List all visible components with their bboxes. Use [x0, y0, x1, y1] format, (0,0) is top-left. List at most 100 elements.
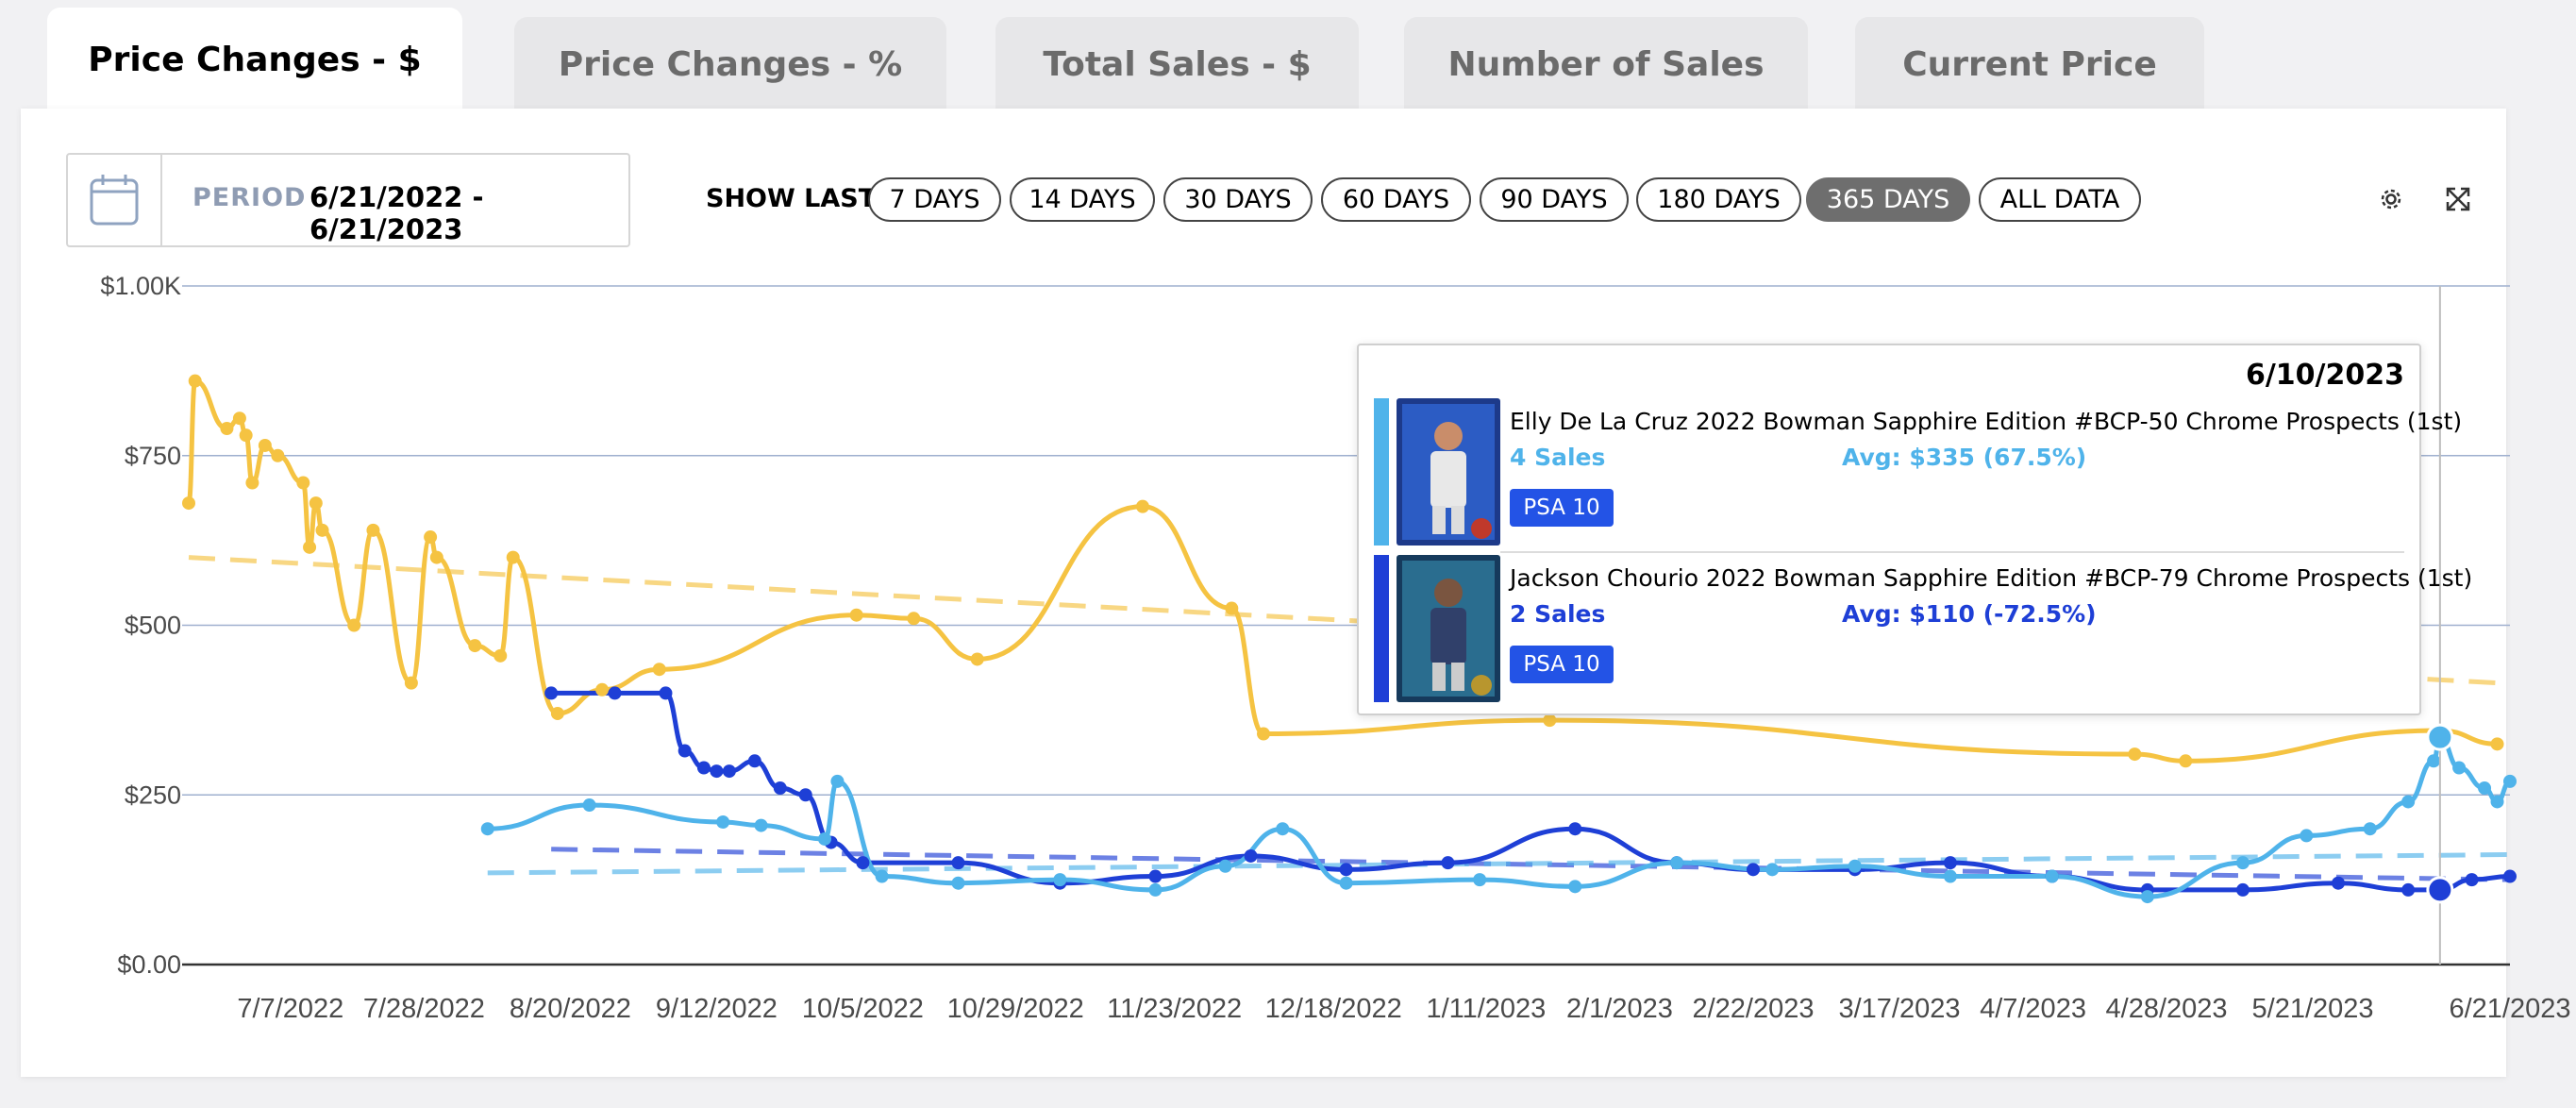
data-point	[907, 612, 921, 626]
data-point	[2490, 737, 2504, 751]
data-point	[1670, 856, 1684, 870]
data-point	[2503, 774, 2517, 788]
x-tick-label: 5/21/2023	[2252, 994, 2374, 1024]
x-tick-label: 10/5/2022	[802, 994, 924, 1024]
data-point	[1339, 863, 1353, 877]
data-point	[1568, 822, 1582, 836]
data-point	[652, 663, 666, 677]
data-point	[2332, 876, 2346, 890]
range-90-days-button[interactable]: 90 DAYS	[1480, 177, 1629, 222]
grade-badge: PSA 10	[1510, 646, 1614, 683]
tab-current-price[interactable]: Current Price	[1855, 17, 2204, 111]
expand-icon[interactable]	[2439, 180, 2477, 218]
period-selector[interactable]: PERIOD 6/21/2022 - 6/21/2023	[66, 153, 630, 247]
data-point	[303, 540, 317, 554]
x-tick-label: 6/21/2023	[2449, 994, 2570, 1024]
card-image	[1397, 555, 1500, 702]
data-point	[1257, 727, 1271, 741]
data-point	[429, 550, 443, 564]
data-point	[722, 764, 736, 779]
data-point	[754, 818, 768, 832]
period-label: PERIOD	[192, 183, 307, 212]
data-point	[2401, 882, 2416, 897]
data-point	[550, 706, 564, 720]
range-30-days-button[interactable]: 30 DAYS	[1163, 177, 1313, 222]
data-point	[544, 686, 559, 700]
data-point	[2235, 882, 2250, 897]
period-value: 6/21/2022 - 6/21/2023	[309, 181, 484, 245]
data-point	[315, 523, 329, 537]
range-365-days-button[interactable]: 365 DAYS	[1806, 177, 1970, 222]
data-point	[830, 774, 845, 788]
tab-number-of-sales[interactable]: Number of Sales	[1404, 17, 1808, 111]
x-tick-label: 3/17/2023	[1838, 994, 1960, 1024]
tab-bar: Price Changes - $ Price Changes - % Tota…	[0, 0, 2576, 111]
hover-tooltip: 6/10/2023 Elly De La Cruz 2022 Bowman Sa…	[1357, 344, 2472, 715]
range-14-days-button[interactable]: 14 DAYS	[1010, 177, 1155, 222]
tooltip-date: 6/10/2023	[2245, 359, 2404, 392]
data-point	[424, 530, 438, 545]
range-180-days-button[interactable]: 180 DAYS	[1636, 177, 1801, 222]
data-point	[1848, 859, 1862, 873]
data-point	[480, 822, 494, 836]
data-point	[2363, 822, 2377, 836]
average-price: Avg: $335 (67.5%)	[1842, 444, 2087, 471]
x-tick-label: 8/20/2022	[510, 994, 631, 1024]
tab-price-changes-percent[interactable]: Price Changes - %	[514, 17, 946, 111]
data-point	[856, 856, 870, 870]
data-point	[2300, 829, 2314, 843]
data-point	[1441, 856, 1455, 870]
data-point	[951, 876, 965, 890]
data-point	[710, 764, 724, 779]
calendar-icon	[68, 155, 162, 245]
grade-badge: PSA 10	[1510, 489, 1614, 527]
sales-count: 2 Sales	[1510, 600, 1606, 628]
hover-marker	[2426, 876, 2454, 904]
data-point	[677, 744, 692, 758]
data-point	[1148, 882, 1163, 897]
gear-icon[interactable]	[2372, 180, 2410, 218]
tab-price-changes-dollar[interactable]: Price Changes - $	[47, 8, 462, 111]
data-point	[182, 496, 195, 511]
data-point	[258, 438, 272, 452]
data-point	[2490, 795, 2504, 809]
x-tick-label: 2/1/2023	[1566, 994, 1673, 1024]
data-point	[1135, 499, 1149, 513]
data-point	[245, 476, 259, 490]
data-point	[773, 781, 787, 796]
range-all-data-button[interactable]: ALL DATA	[1979, 177, 2141, 222]
data-point	[188, 374, 202, 388]
data-point	[1276, 822, 1290, 836]
data-point	[970, 652, 984, 666]
data-point	[2235, 856, 2250, 870]
data-point	[1339, 876, 1353, 890]
data-point	[347, 618, 361, 632]
data-point	[716, 815, 730, 830]
x-tick-label: 10/29/2022	[947, 994, 1084, 1024]
data-point	[2478, 781, 2492, 796]
range-60-days-button[interactable]: 60 DAYS	[1321, 177, 1471, 222]
range-7-days-button[interactable]: 7 DAYS	[868, 177, 1001, 222]
data-point	[798, 788, 812, 802]
tooltip-item: Jackson Chourio 2022 Bowman Sapphire Edi…	[1374, 555, 2472, 704]
tab-total-sales[interactable]: Total Sales - $	[995, 17, 1359, 111]
data-point	[608, 686, 622, 700]
data-point	[2128, 747, 2142, 762]
data-point	[1746, 863, 1760, 877]
data-point	[2427, 754, 2441, 768]
y-tick-label: $750	[125, 442, 181, 470]
data-point	[468, 639, 482, 653]
data-point	[1053, 873, 1067, 887]
data-point	[1765, 863, 1780, 877]
data-point	[2140, 890, 2154, 904]
data-point	[2452, 761, 2467, 775]
sales-count: 4 Sales	[1510, 444, 1606, 471]
data-point	[2045, 869, 2059, 883]
card-name: Elly De La Cruz 2022 Bowman Sapphire Edi…	[1510, 408, 2463, 435]
data-point	[2179, 754, 2193, 768]
data-point	[232, 411, 246, 426]
trend-line	[487, 852, 2511, 876]
data-point	[1543, 713, 1557, 728]
x-tick-label: 11/23/2022	[1107, 994, 1242, 1024]
data-point	[493, 648, 508, 663]
